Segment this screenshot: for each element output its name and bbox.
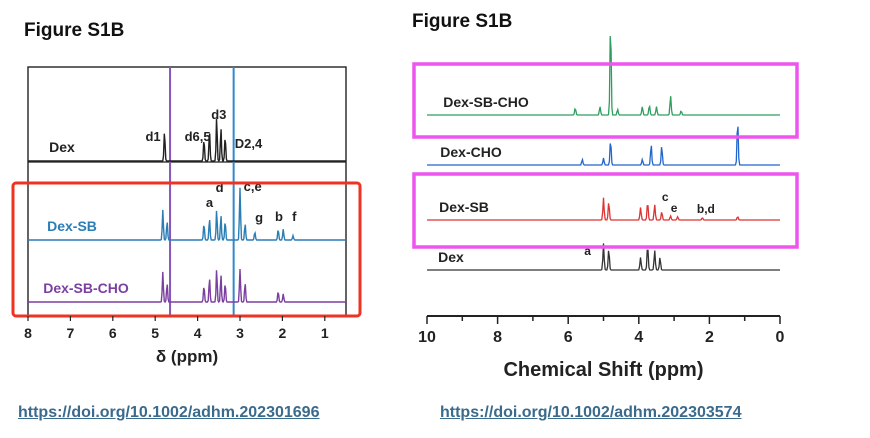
peak-annotation: d (216, 180, 224, 195)
x-tick-label: 2 (279, 325, 287, 341)
peak-annotation: g (255, 210, 263, 225)
left-nmr-chart: Dex Dex-SB Dex-SB-CHO d1 d6,5d3 D2,4 da c,e g b f 8… (11, 66, 362, 366)
peak-annotation: d3 (211, 107, 226, 122)
spectrum-dex-sb (28, 187, 346, 242)
x-tick-label: 5 (151, 325, 159, 341)
x-tick-label: 7 (67, 325, 75, 341)
series-label-dex-sb-cho: Dex-SB-CHO (443, 94, 529, 110)
x-axis-label: δ (ppm) (156, 347, 218, 366)
spectrum-dex-cho (427, 126, 780, 166)
series-label-dex-sb: Dex-SB (439, 199, 489, 215)
peak-annotation: b (275, 209, 283, 224)
x-tick-label: 4 (634, 329, 643, 346)
series-label-dex-sb: Dex-SB (47, 218, 97, 234)
series-label-dex-sb-cho: Dex-SB-CHO (43, 280, 129, 296)
spectrum-dex (427, 243, 780, 271)
highlight-box-bottom (412, 172, 799, 249)
peak-annotation: d6,5 (185, 129, 211, 144)
spectrum-dex-sb (427, 197, 780, 221)
series-label-dex: Dex (49, 139, 75, 155)
peak-annotation: f (292, 209, 297, 224)
highlight-box-top (412, 62, 799, 139)
highlight-box (11, 181, 362, 318)
plot-frame (27, 66, 347, 317)
x-tick-label: 8 (493, 329, 502, 346)
right-nmr-chart: Dex-SB-CHO Dex-CHO Dex-SB Dex ce b,d a 10 8 6 4 2 0 C… (412, 36, 799, 380)
spectrum-dex-sb-cho (28, 268, 346, 304)
x-tick-label: 6 (564, 329, 573, 346)
x-axis-label: Chemical Shift (ppm) (503, 359, 703, 380)
peak-annotation: c (662, 190, 669, 204)
x-tick-label: 8 (24, 325, 32, 341)
x-tick-label: 4 (194, 325, 202, 341)
peak-annotation: c,e (244, 179, 262, 194)
left-figure-title: Figure S1B (24, 20, 125, 41)
right-doi-link[interactable]: https://doi.org/10.1002/adhm.202303574 (440, 404, 742, 421)
peak-annotation: a (584, 244, 591, 258)
x-tick-label: 3 (236, 325, 244, 341)
series-label-dex-cho: Dex-CHO (440, 144, 502, 160)
peak-annotation: D2,4 (235, 136, 263, 151)
peak-annotation: e (671, 201, 678, 215)
x-tick-label: 2 (705, 329, 714, 346)
x-tick-label: 10 (418, 329, 436, 346)
left-doi-link[interactable]: https://doi.org/10.1002/adhm.202301696 (18, 404, 320, 421)
x-tick-label: 6 (109, 325, 117, 341)
peak-annotation: a (206, 195, 214, 210)
x-tick-label: 1 (321, 325, 329, 341)
x-tick-label: 0 (776, 329, 785, 346)
peak-annotation: b,d (697, 202, 715, 216)
right-figure-title: Figure S1B (412, 11, 513, 32)
series-label-dex: Dex (438, 249, 464, 265)
spectrum-dex (28, 118, 346, 163)
spectrum-dex-sb-cho (427, 36, 780, 116)
peak-annotation: d1 (145, 129, 160, 144)
